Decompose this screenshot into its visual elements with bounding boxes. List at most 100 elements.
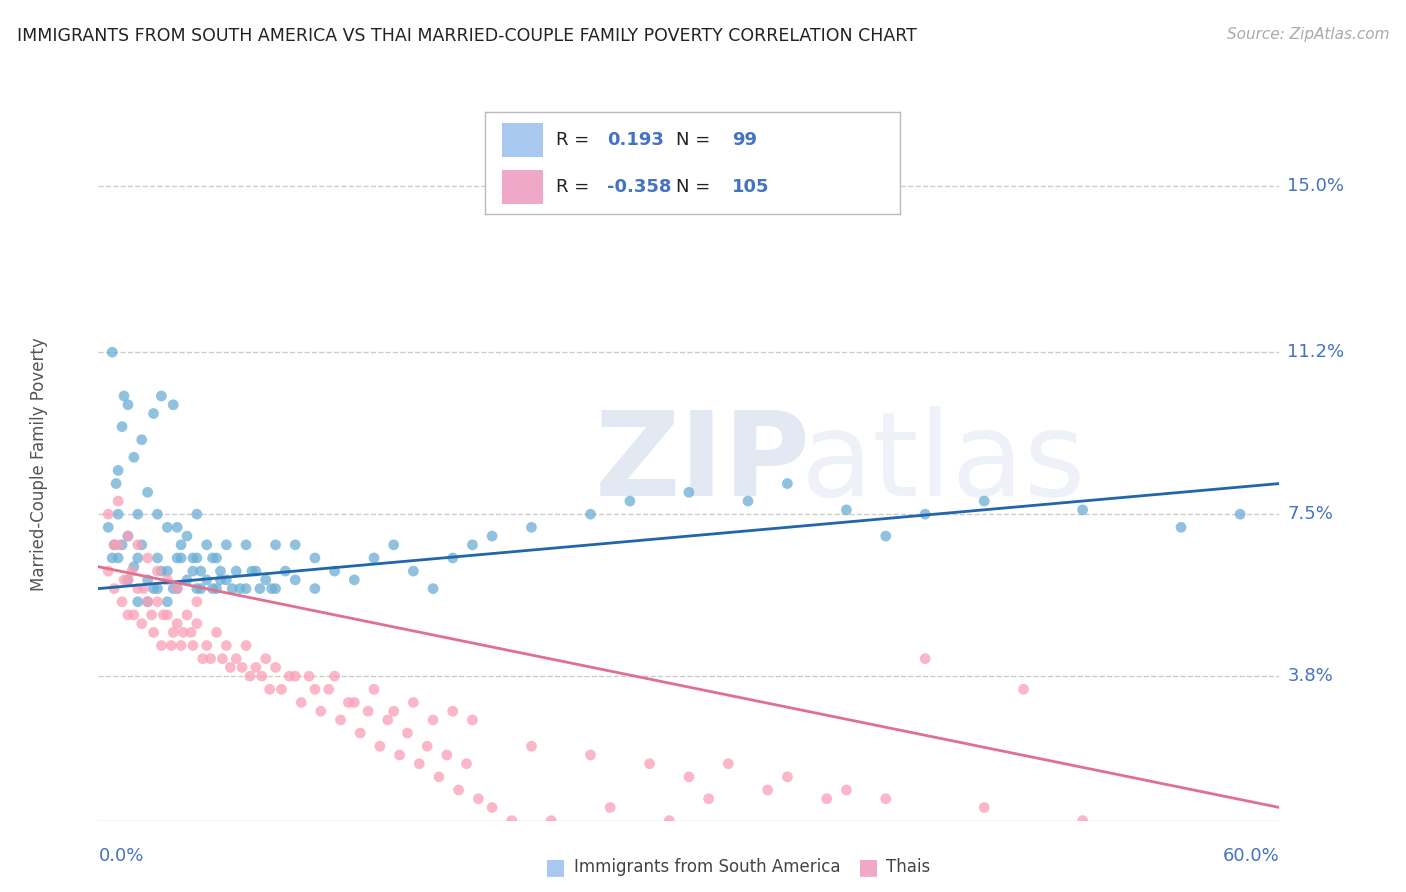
Point [235, 538, 257, 552]
Point [122, 559, 145, 574]
Point [166, 582, 188, 596]
Point [166, 582, 188, 596]
Point [461, 538, 484, 552]
Text: Immigrants from South America: Immigrants from South America [574, 858, 841, 876]
Point [540, 814, 562, 828]
Point [117, 529, 139, 543]
Point [349, 726, 371, 740]
Point [254, 651, 277, 665]
Point [260, 582, 283, 596]
Point [284, 669, 307, 683]
Text: 105: 105 [733, 178, 769, 196]
Point [156, 607, 179, 622]
Point [156, 564, 179, 578]
Point [131, 538, 153, 552]
Point [142, 625, 165, 640]
Point [337, 695, 360, 709]
Point [298, 669, 321, 683]
Point [368, 739, 391, 754]
Text: 15.0%: 15.0% [1288, 177, 1344, 194]
Point [875, 791, 897, 805]
Point [215, 639, 238, 653]
Point [221, 582, 243, 596]
Point [146, 507, 169, 521]
Point [122, 607, 145, 622]
Point [343, 695, 366, 709]
Point [112, 573, 135, 587]
Point [231, 660, 253, 674]
Point [136, 595, 159, 609]
Point [136, 551, 159, 566]
Point [717, 756, 740, 771]
Point [131, 433, 153, 447]
Text: ■: ■ [859, 857, 879, 877]
Point [402, 695, 425, 709]
Point [97, 564, 120, 578]
Point [152, 607, 174, 622]
Point [142, 407, 165, 421]
Point [160, 639, 183, 653]
Point [146, 564, 169, 578]
Point [973, 800, 995, 814]
Point [678, 485, 700, 500]
Point [200, 651, 222, 665]
Point [264, 660, 287, 674]
Text: N =: N = [676, 131, 716, 149]
Point [101, 551, 124, 566]
Point [181, 564, 204, 578]
Point [422, 582, 444, 596]
Point [382, 704, 405, 718]
Point [245, 660, 267, 674]
Point [225, 651, 247, 665]
Point [225, 564, 247, 578]
Text: ZIP: ZIP [595, 407, 810, 521]
Point [259, 682, 281, 697]
Point [579, 747, 602, 762]
Point [136, 595, 159, 609]
Point [304, 582, 326, 596]
Point [447, 783, 470, 797]
Point [97, 507, 120, 521]
Point [304, 551, 326, 566]
Point [284, 573, 307, 587]
Point [697, 791, 720, 805]
Point [111, 595, 134, 609]
Point [599, 800, 621, 814]
Point [111, 538, 134, 552]
Text: -0.358: -0.358 [607, 178, 672, 196]
Point [343, 573, 366, 587]
Point [205, 551, 228, 566]
Point [156, 520, 179, 534]
Point [107, 463, 129, 477]
Point [235, 582, 257, 596]
Point [186, 616, 208, 631]
Point [388, 747, 411, 762]
Point [170, 551, 193, 566]
Point [107, 538, 129, 552]
Point [117, 607, 139, 622]
Point [579, 507, 602, 521]
Point [467, 791, 489, 805]
Point [1229, 507, 1251, 521]
Text: 3.8%: 3.8% [1288, 667, 1333, 685]
Point [142, 582, 165, 596]
Point [416, 739, 439, 754]
Point [323, 669, 346, 683]
Point [973, 494, 995, 508]
Point [776, 476, 799, 491]
Point [875, 529, 897, 543]
Text: ■: ■ [546, 857, 565, 877]
Point [520, 739, 543, 754]
Point [1071, 503, 1094, 517]
Point [156, 573, 179, 587]
Point [638, 756, 661, 771]
Point [176, 573, 198, 587]
Text: atlas: atlas [801, 407, 1087, 521]
Point [127, 582, 149, 596]
Point [186, 507, 208, 521]
Point [166, 616, 188, 631]
Text: IMMIGRANTS FROM SOUTH AMERICA VS THAI MARRIED-COUPLE FAMILY POVERTY CORRELATION : IMMIGRANTS FROM SOUTH AMERICA VS THAI MA… [17, 27, 917, 45]
Point [176, 529, 198, 543]
Point [107, 551, 129, 566]
Point [250, 669, 273, 683]
